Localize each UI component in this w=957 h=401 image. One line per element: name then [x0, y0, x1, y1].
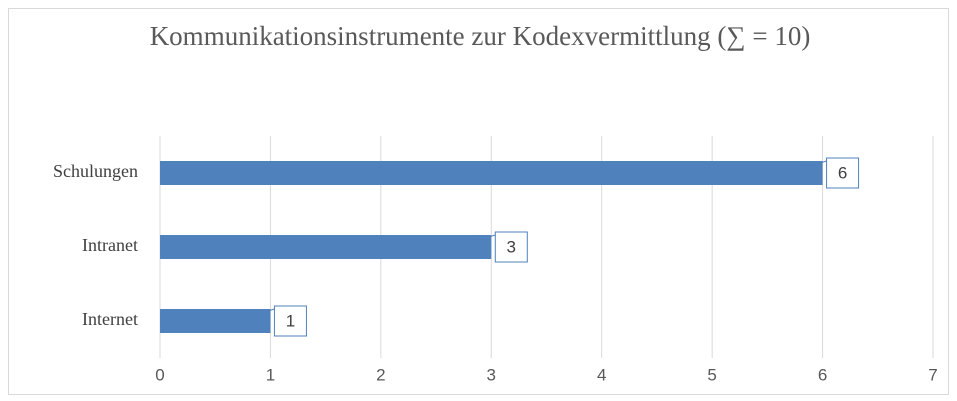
- bar: [160, 235, 492, 259]
- chart-title: Kommunikationsinstrumente zur Kodexvermi…: [149, 21, 811, 51]
- y-tick-label: Schulungen: [53, 161, 138, 181]
- x-tick-label: 1: [266, 365, 275, 384]
- x-tick-label: 0: [155, 365, 164, 384]
- x-tick-label: 2: [376, 365, 385, 384]
- data-label: 3: [507, 237, 516, 256]
- leader-line: [232, 308, 275, 323]
- data-label: 1: [286, 311, 295, 330]
- leader-line: [784, 160, 827, 175]
- data-label-box: [826, 157, 860, 189]
- data-label: 6: [838, 163, 847, 182]
- x-tick-label: 6: [818, 365, 827, 384]
- bar: [160, 309, 271, 333]
- x-tick-label: 7: [928, 365, 937, 384]
- data-label-box: [273, 305, 307, 337]
- leader-line: [453, 234, 496, 249]
- data-label-box: [494, 231, 528, 263]
- y-tick-label: Intranet: [82, 235, 138, 255]
- x-tick-label: 3: [487, 365, 496, 384]
- y-tick-label: Internet: [82, 309, 138, 329]
- chart-frame: [8, 8, 949, 395]
- x-tick-label: 4: [597, 365, 606, 384]
- bar: [160, 161, 823, 185]
- x-tick-label: 5: [707, 365, 716, 384]
